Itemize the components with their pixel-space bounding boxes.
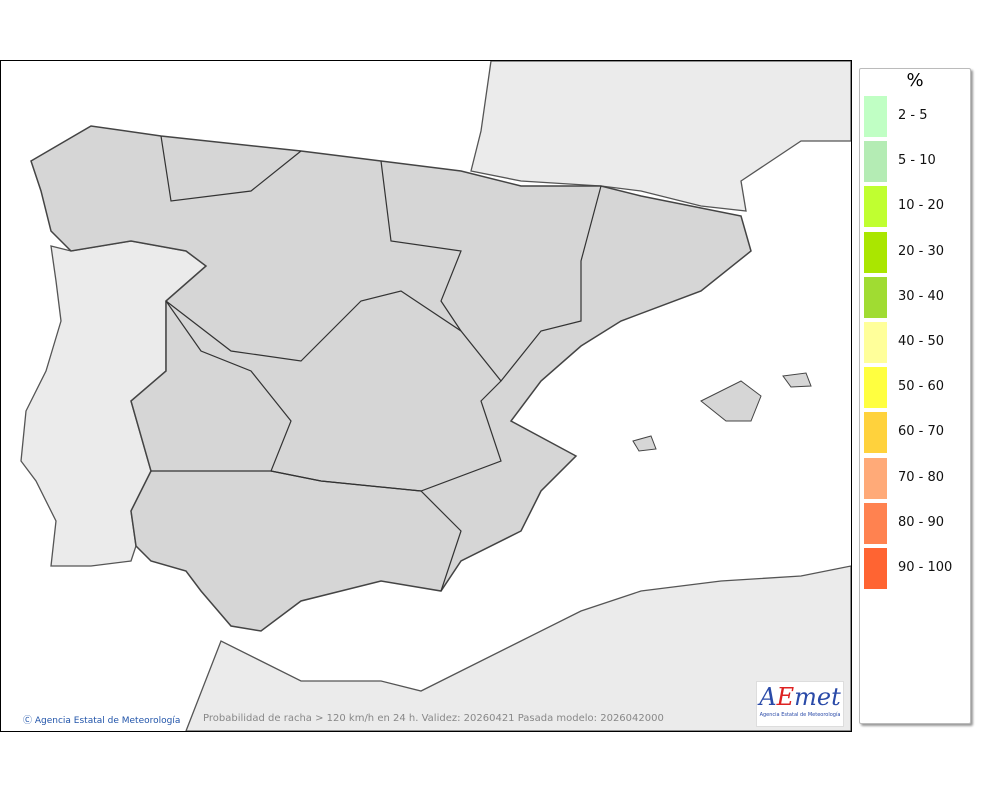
legend-label: 40 - 50	[898, 334, 945, 349]
legend-item: 50 - 60	[864, 367, 964, 409]
legend-label: 5 - 10	[898, 153, 936, 169]
legend-item: 90 - 100	[864, 548, 964, 589]
ibiza-island	[632, 435, 657, 452]
legend-swatch	[864, 367, 887, 409]
france-landmass	[470, 61, 851, 212]
legend-label: 50 - 60	[898, 379, 945, 395]
legend-item: 30 - 40	[864, 276, 964, 318]
legend-swatch	[864, 231, 887, 273]
legend-swatch	[864, 96, 887, 137]
legend-item: 70 - 80	[864, 457, 964, 499]
legend-label: 10 - 20	[898, 198, 945, 214]
legend-item: 60 - 70	[864, 412, 964, 454]
menorca-island	[782, 372, 812, 388]
map-canvas	[20, 61, 851, 731]
copyright-icon: Ⓒ	[23, 716, 35, 726]
legend-swatch	[864, 322, 887, 363]
legend-label: 70 - 80	[898, 469, 945, 485]
credit-text: Agencia Estatal de Meteorología	[34, 716, 181, 726]
map-panel[interactable]: Ⓒ Agencia Estatal de Meteorología Probab…	[0, 60, 852, 732]
legend-swatch	[864, 276, 887, 318]
legend-item: 40 - 50	[864, 322, 964, 363]
aemet-logo[interactable]: AEmet Agencia Estatal de Meteorología	[756, 681, 844, 727]
logo-brand: AEmet	[759, 683, 841, 711]
legend-swatch	[864, 412, 887, 454]
logo-subtitle: Agencia Estatal de Meteorología	[759, 712, 841, 718]
legend-label: 90 - 100	[898, 560, 953, 575]
legend-swatch	[864, 141, 887, 183]
legend-item: 80 - 90	[864, 502, 964, 544]
legend-item: 2 - 5	[864, 96, 964, 137]
region-borders	[151, 135, 602, 592]
map-caption: Probabilidad de racha > 120 km/h en 24 h…	[203, 713, 664, 724]
legend-swatch	[864, 502, 887, 544]
africa-landmass	[185, 565, 851, 731]
legend-swatch	[864, 548, 887, 589]
legend-item: 10 - 20	[864, 186, 964, 228]
legend-unit: %	[906, 70, 924, 91]
legend-label: 60 - 70	[898, 424, 945, 440]
mallorca-island	[700, 380, 762, 422]
legend-label: 30 - 40	[898, 288, 945, 304]
legend-label: 20 - 30	[898, 243, 945, 259]
legend-swatch	[864, 186, 887, 228]
legend-label: 2 - 5	[898, 108, 928, 123]
legend: % 2 - 5 5 - 10 10 - 20 20 - 30 30 - 40 40 - 5…	[859, 68, 971, 724]
legend-item: 5 - 10	[864, 141, 964, 183]
legend-item: 20 - 30	[864, 231, 964, 273]
copyright-credit[interactable]: Ⓒ Agencia Estatal de Meteorología	[23, 713, 180, 726]
legend-swatch	[864, 457, 887, 499]
legend-label: 80 - 90	[898, 514, 945, 530]
